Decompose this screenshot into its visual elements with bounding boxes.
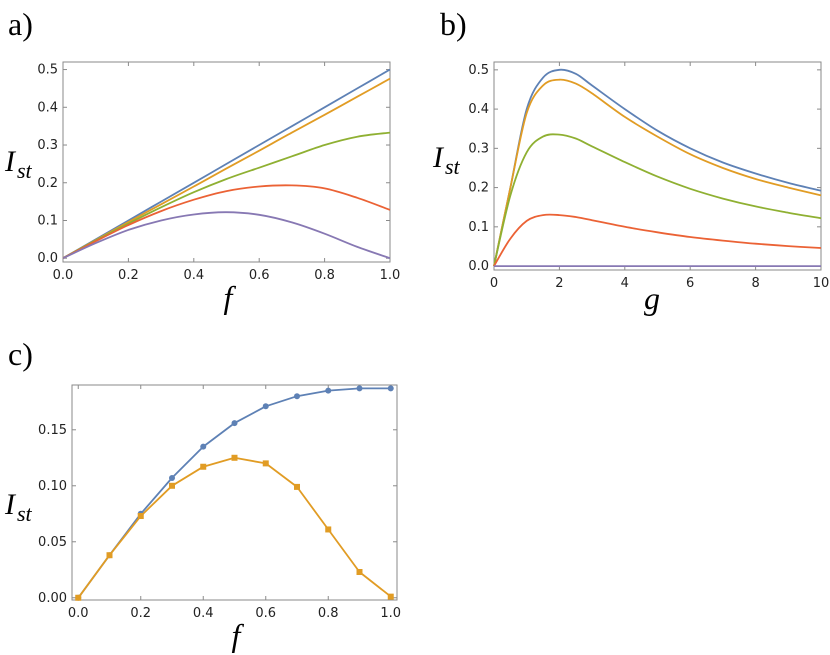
x-tick-label: 0.6	[249, 268, 270, 283]
y-tick-label: 0.1	[37, 213, 58, 228]
data-point-circle	[294, 393, 300, 400]
y-tick-label: 0.0	[37, 251, 58, 266]
x-tick-label: 0.0	[68, 606, 89, 621]
series-line-2	[493, 78, 822, 267]
data-point-circle	[387, 385, 394, 392]
data-point-square	[387, 593, 394, 600]
panel-b-ylabel-main: I	[432, 141, 445, 174]
y-tick-label: 0.05	[38, 535, 67, 550]
x-tick-label: 0.8	[318, 606, 339, 621]
panel-b-lines	[493, 68, 822, 268]
data-point-square	[200, 463, 207, 470]
data-point-square	[106, 552, 113, 559]
series-line-2	[77, 456, 392, 599]
panel-a-ticks: 0.0 0.2 0.4 0.6 0.8 1.0 0.0 0.1 0.2 0.3 0.4 0.5	[37, 62, 400, 283]
x-tick-label: 10	[813, 276, 830, 291]
x-tick-label: 0.4	[183, 268, 204, 283]
y-tick-label: 0.5	[468, 63, 489, 78]
y-tick-label: 0.5	[37, 63, 58, 78]
x-tick-label: 2	[555, 276, 563, 291]
series-line-3	[62, 131, 391, 259]
panel-b-ylabel-sub: st	[445, 154, 461, 179]
data-point-circle	[231, 420, 238, 427]
panel-b: b) 0 2 4 6 8 10 0.0 0.1 0.2 0.3 0.4 0.5 g I st	[432, 6, 829, 316]
panel-a-ylabel-main: I	[4, 145, 17, 178]
x-tick-label: 0	[490, 276, 498, 291]
x-tick-label: 4	[621, 276, 629, 291]
series-line-4	[493, 213, 822, 267]
y-tick-label: 0.2	[37, 176, 58, 191]
panel-c-lines	[75, 385, 394, 601]
panel-b-ylabel: I st	[432, 141, 461, 179]
y-tick-label: 0.4	[468, 102, 489, 117]
panel-b-ticks: 0 2 4 6 8 10 0.0 0.1 0.2 0.3 0.4 0.5	[468, 62, 829, 291]
data-point-circle	[356, 385, 363, 392]
data-point-circle	[262, 403, 269, 410]
panel-c-xlabel: f	[232, 617, 245, 653]
y-tick-label: 0.1	[468, 220, 489, 235]
series-line-1	[77, 387, 391, 599]
y-tick-label: 0.4	[37, 100, 58, 115]
panel-c: c) 0.0 0.2 0.4 0.6 0.8 1.00.000.050.100.15 f …	[4, 336, 401, 653]
panel-c-ylabel-main: I	[4, 488, 17, 521]
panel-a-lines	[62, 68, 391, 260]
data-point-circle	[169, 474, 175, 481]
series-line-4	[62, 184, 391, 260]
data-point-square	[294, 483, 300, 490]
x-tick-label: 0.4	[193, 606, 214, 621]
panel-c-plot-frame	[71, 384, 398, 601]
panel-b-xlabel: g	[644, 280, 660, 316]
data-point-square	[169, 482, 175, 489]
data-point-circle	[200, 443, 207, 450]
panel-a-letter: a)	[8, 6, 33, 42]
data-point-square	[325, 526, 332, 533]
y-tick-label: 0.0	[468, 259, 489, 274]
y-tick-label: 0.15	[38, 423, 67, 438]
panel-c-ticks: 0.0 0.2 0.4 0.6 0.8 1.0 0.00 0.05 0.10 0.15	[38, 385, 401, 621]
panel-c-ylabel-sub: st	[17, 501, 33, 526]
x-tick-label: 6	[686, 276, 694, 291]
series-line-5	[62, 211, 391, 260]
x-tick-label: 0.2	[130, 606, 151, 621]
x-tick-label: 8	[751, 276, 759, 291]
y-tick-label: 0.10	[38, 479, 67, 494]
panel-b-letter: b)	[440, 6, 467, 42]
panel-a-xlabel: f	[224, 279, 237, 315]
data-point-square	[75, 594, 82, 601]
x-tick-label: 0.0	[53, 268, 74, 283]
panel-a-ylabel-sub: st	[17, 158, 33, 183]
panel-a: a) 0.0 0.2 0.4 0.6 0.8 1.00.00.10.20.30.40.5 …	[4, 6, 400, 315]
data-point-circle	[325, 387, 332, 394]
data-point-square	[137, 513, 144, 520]
series-line-3	[493, 133, 822, 267]
series-line-2	[62, 77, 391, 259]
x-tick-label: 1.0	[380, 606, 401, 621]
panel-c-letter: c)	[8, 336, 33, 372]
panel-b-plot-frame	[493, 61, 822, 271]
series-line-1	[493, 68, 822, 267]
panel-a-ylabel: I st	[4, 145, 33, 183]
data-point-square	[231, 454, 238, 461]
y-tick-label: 0.3	[468, 141, 489, 156]
x-tick-label: 0.8	[314, 268, 335, 283]
y-tick-label: 0.00	[38, 591, 67, 606]
panel-a-plot-frame	[62, 61, 391, 263]
x-tick-label: 0.2	[118, 268, 139, 283]
panel-c-ylabel: I st	[4, 488, 33, 526]
x-tick-label: 1.0	[380, 268, 401, 283]
y-tick-label: 0.3	[37, 138, 58, 153]
data-point-square	[356, 569, 363, 576]
y-tick-label: 0.2	[468, 181, 489, 196]
x-tick-label: 0.6	[255, 606, 276, 621]
data-point-square	[262, 460, 269, 467]
series-line-1	[62, 68, 391, 259]
